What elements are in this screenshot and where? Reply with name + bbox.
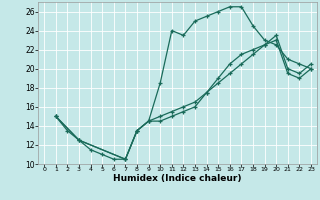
X-axis label: Humidex (Indice chaleur): Humidex (Indice chaleur) bbox=[113, 174, 242, 183]
